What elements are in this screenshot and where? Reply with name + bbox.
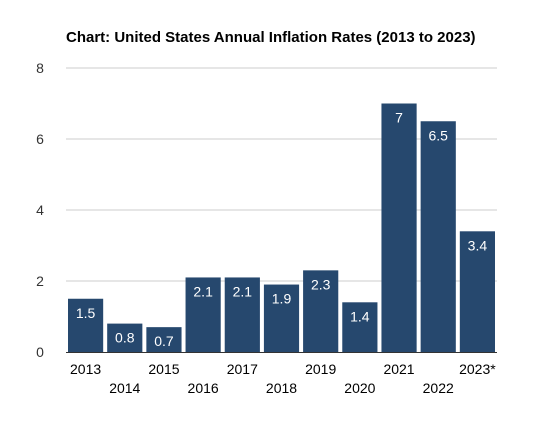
bar-2013 <box>68 298 104 352</box>
x-category-label: 2017 <box>227 361 258 377</box>
x-category-label: 2013 <box>70 361 101 377</box>
y-tick-label: 8 <box>36 60 44 76</box>
bar-value-label: 0.8 <box>115 330 135 346</box>
bar-value-label: 2.1 <box>193 283 213 299</box>
x-category-label: 2019 <box>305 361 336 377</box>
x-category-label: 2020 <box>344 380 375 396</box>
x-axis-categories: 2013 2014 2015 2016 2017 2018 2019 2020 2021 2022… <box>70 361 496 396</box>
bar-value-label: 1.5 <box>76 305 96 321</box>
bar-value-label: 7 <box>395 110 403 126</box>
bar-2014 <box>107 323 143 352</box>
x-category-label: 2015 <box>148 361 179 377</box>
chart-title: Chart: United States Annual Inflation Ra… <box>66 29 476 46</box>
x-category-label: 2023* <box>459 361 496 377</box>
y-tick-label: 6 <box>36 131 44 147</box>
x-category-label: 2014 <box>109 380 140 396</box>
y-axis-ticks: 0 2 4 6 8 <box>36 60 44 360</box>
bar-2016 <box>185 277 221 352</box>
bar-value-label: 1.4 <box>350 308 370 324</box>
bar-2015 <box>146 327 182 352</box>
y-tick-label: 2 <box>36 273 44 289</box>
bar-2021 <box>381 103 417 352</box>
bar-value-label: 0.7 <box>154 333 174 349</box>
bar-data-labels: 1.5 0.8 0.7 2.1 2.1 1.9 2.3 1.4 7 6.5 3.4 <box>76 110 487 350</box>
bar-2019 <box>303 270 339 352</box>
bar-value-label: 2.3 <box>311 276 331 292</box>
x-category-label: 2021 <box>383 361 414 377</box>
x-category-label: 2016 <box>188 380 219 396</box>
bar-2020 <box>342 302 378 352</box>
x-category-label: 2018 <box>266 380 297 396</box>
bar-2017 <box>224 277 260 352</box>
bar-2023* <box>459 231 495 352</box>
x-category-label: 2022 <box>423 380 454 396</box>
y-tick-label: 0 <box>36 344 44 360</box>
bar-value-label: 6.5 <box>428 127 448 143</box>
bar-value-label: 2.1 <box>233 283 253 299</box>
bar-value-label: 1.9 <box>272 291 292 307</box>
bar-2018 <box>263 284 300 352</box>
bar-value-label: 3.4 <box>468 237 488 253</box>
bars <box>68 103 495 352</box>
y-tick-label: 4 <box>36 202 44 218</box>
bar-2022 <box>420 121 456 352</box>
